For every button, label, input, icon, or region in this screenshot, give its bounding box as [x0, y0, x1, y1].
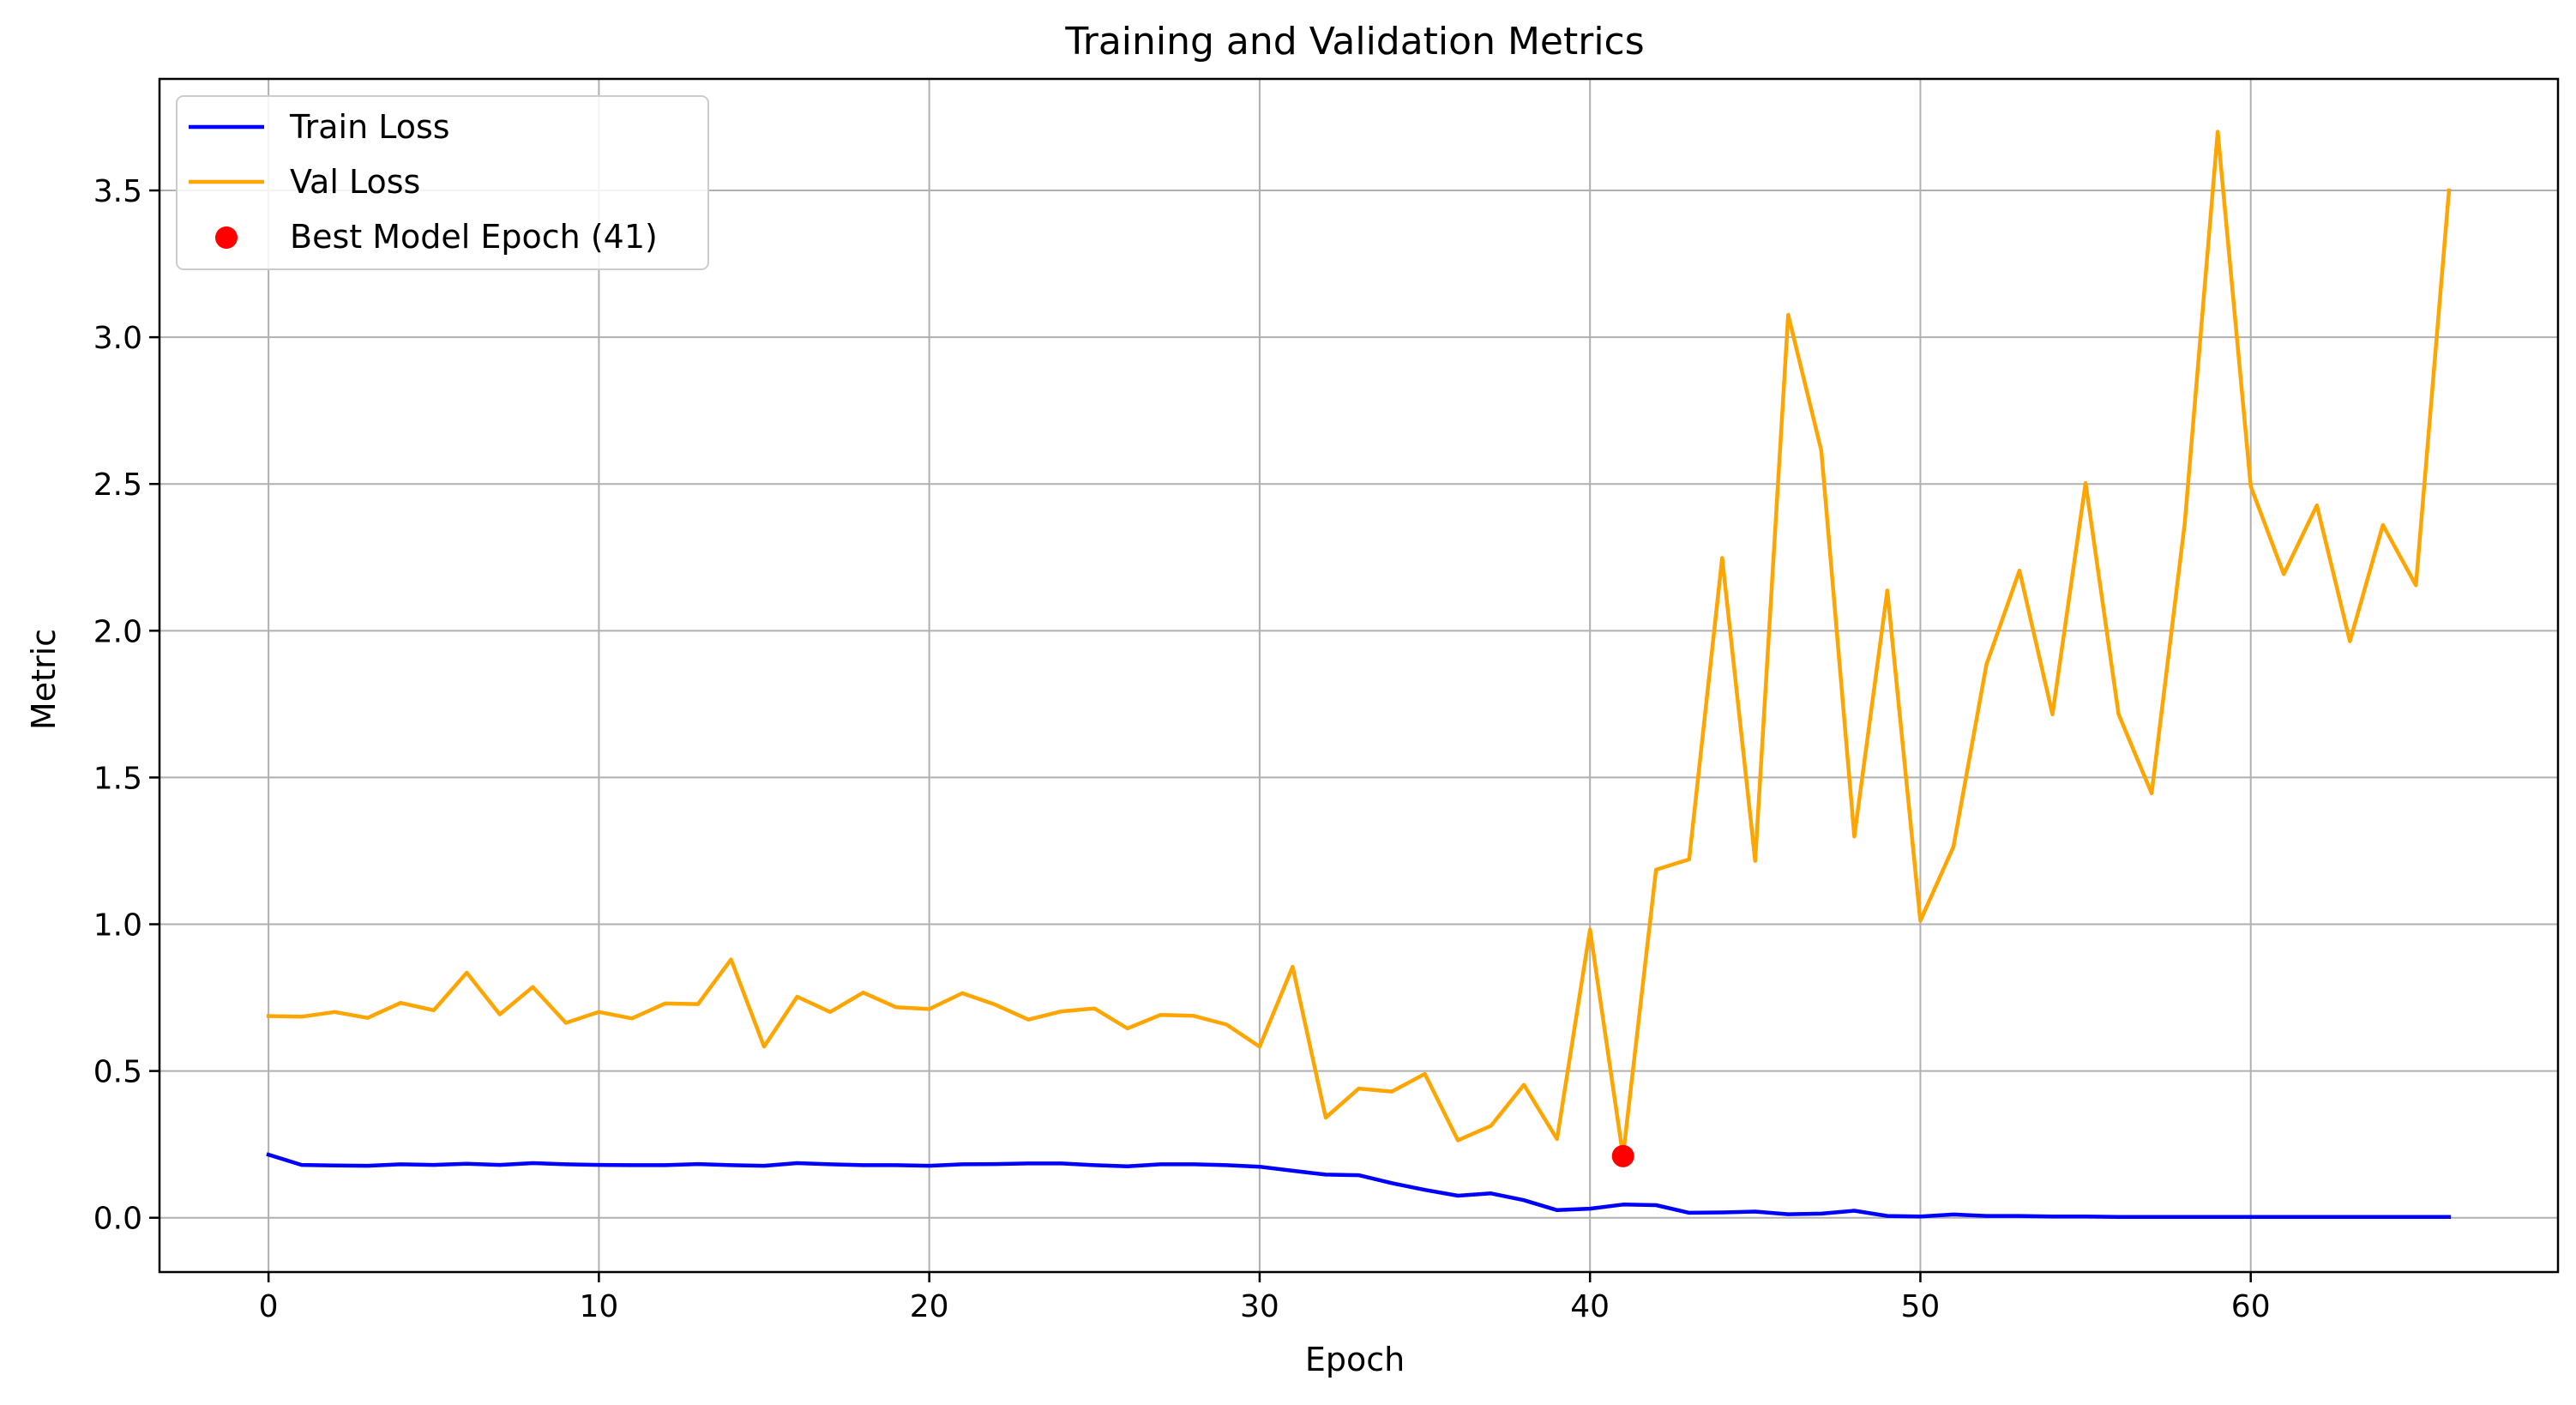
legend-label-val-loss: Val Loss — [290, 163, 420, 201]
x-tick-label: 0 — [259, 1289, 279, 1324]
grid — [159, 79, 2558, 1272]
legend-label-best-model: Best Model Epoch (41) — [290, 218, 658, 256]
y-tick-label: 2.5 — [93, 467, 142, 503]
x-tick-label: 20 — [910, 1289, 949, 1324]
y-tick-label: 2.0 — [93, 614, 142, 649]
y-tick-label: 0.5 — [93, 1055, 142, 1090]
x-tick-label: 30 — [1240, 1289, 1279, 1324]
plot-frame — [158, 77, 2560, 1274]
y-tick-label: 1.5 — [93, 761, 142, 796]
best-model-point — [1611, 1144, 1634, 1167]
x-tick-label: 10 — [579, 1289, 618, 1324]
ticks: 0 10 20 30 40 50 60 0.0 0.5 1.0 1.5 2.0 2.5 3.0 3.5 — [93, 174, 2271, 1324]
legend-marker-best-model — [215, 226, 238, 249]
legend-label-train-loss: Train Loss — [289, 108, 450, 146]
chart-title: Training and Validation Metrics — [1064, 20, 1644, 63]
x-tick-label: 40 — [1570, 1289, 1610, 1324]
y-tick-label: 3.0 — [93, 321, 142, 356]
x-tick-label: 60 — [2231, 1289, 2271, 1324]
x-tick-label: 50 — [1901, 1289, 1941, 1324]
val-loss-line — [266, 130, 2452, 1159]
y-tick-label: 1.0 — [93, 908, 142, 944]
y-tick-label: 3.5 — [93, 174, 142, 209]
y-tick-label: 0.0 — [93, 1202, 142, 1237]
legend: Train Loss Val Loss Best Model Epoch (41… — [176, 95, 709, 270]
legend-box — [176, 95, 709, 270]
x-axis-label: Epoch — [1305, 1341, 1405, 1378]
series-layer — [266, 130, 2452, 1219]
train-loss-line — [266, 1152, 2452, 1219]
y-axis-label: Metric — [25, 629, 63, 730]
